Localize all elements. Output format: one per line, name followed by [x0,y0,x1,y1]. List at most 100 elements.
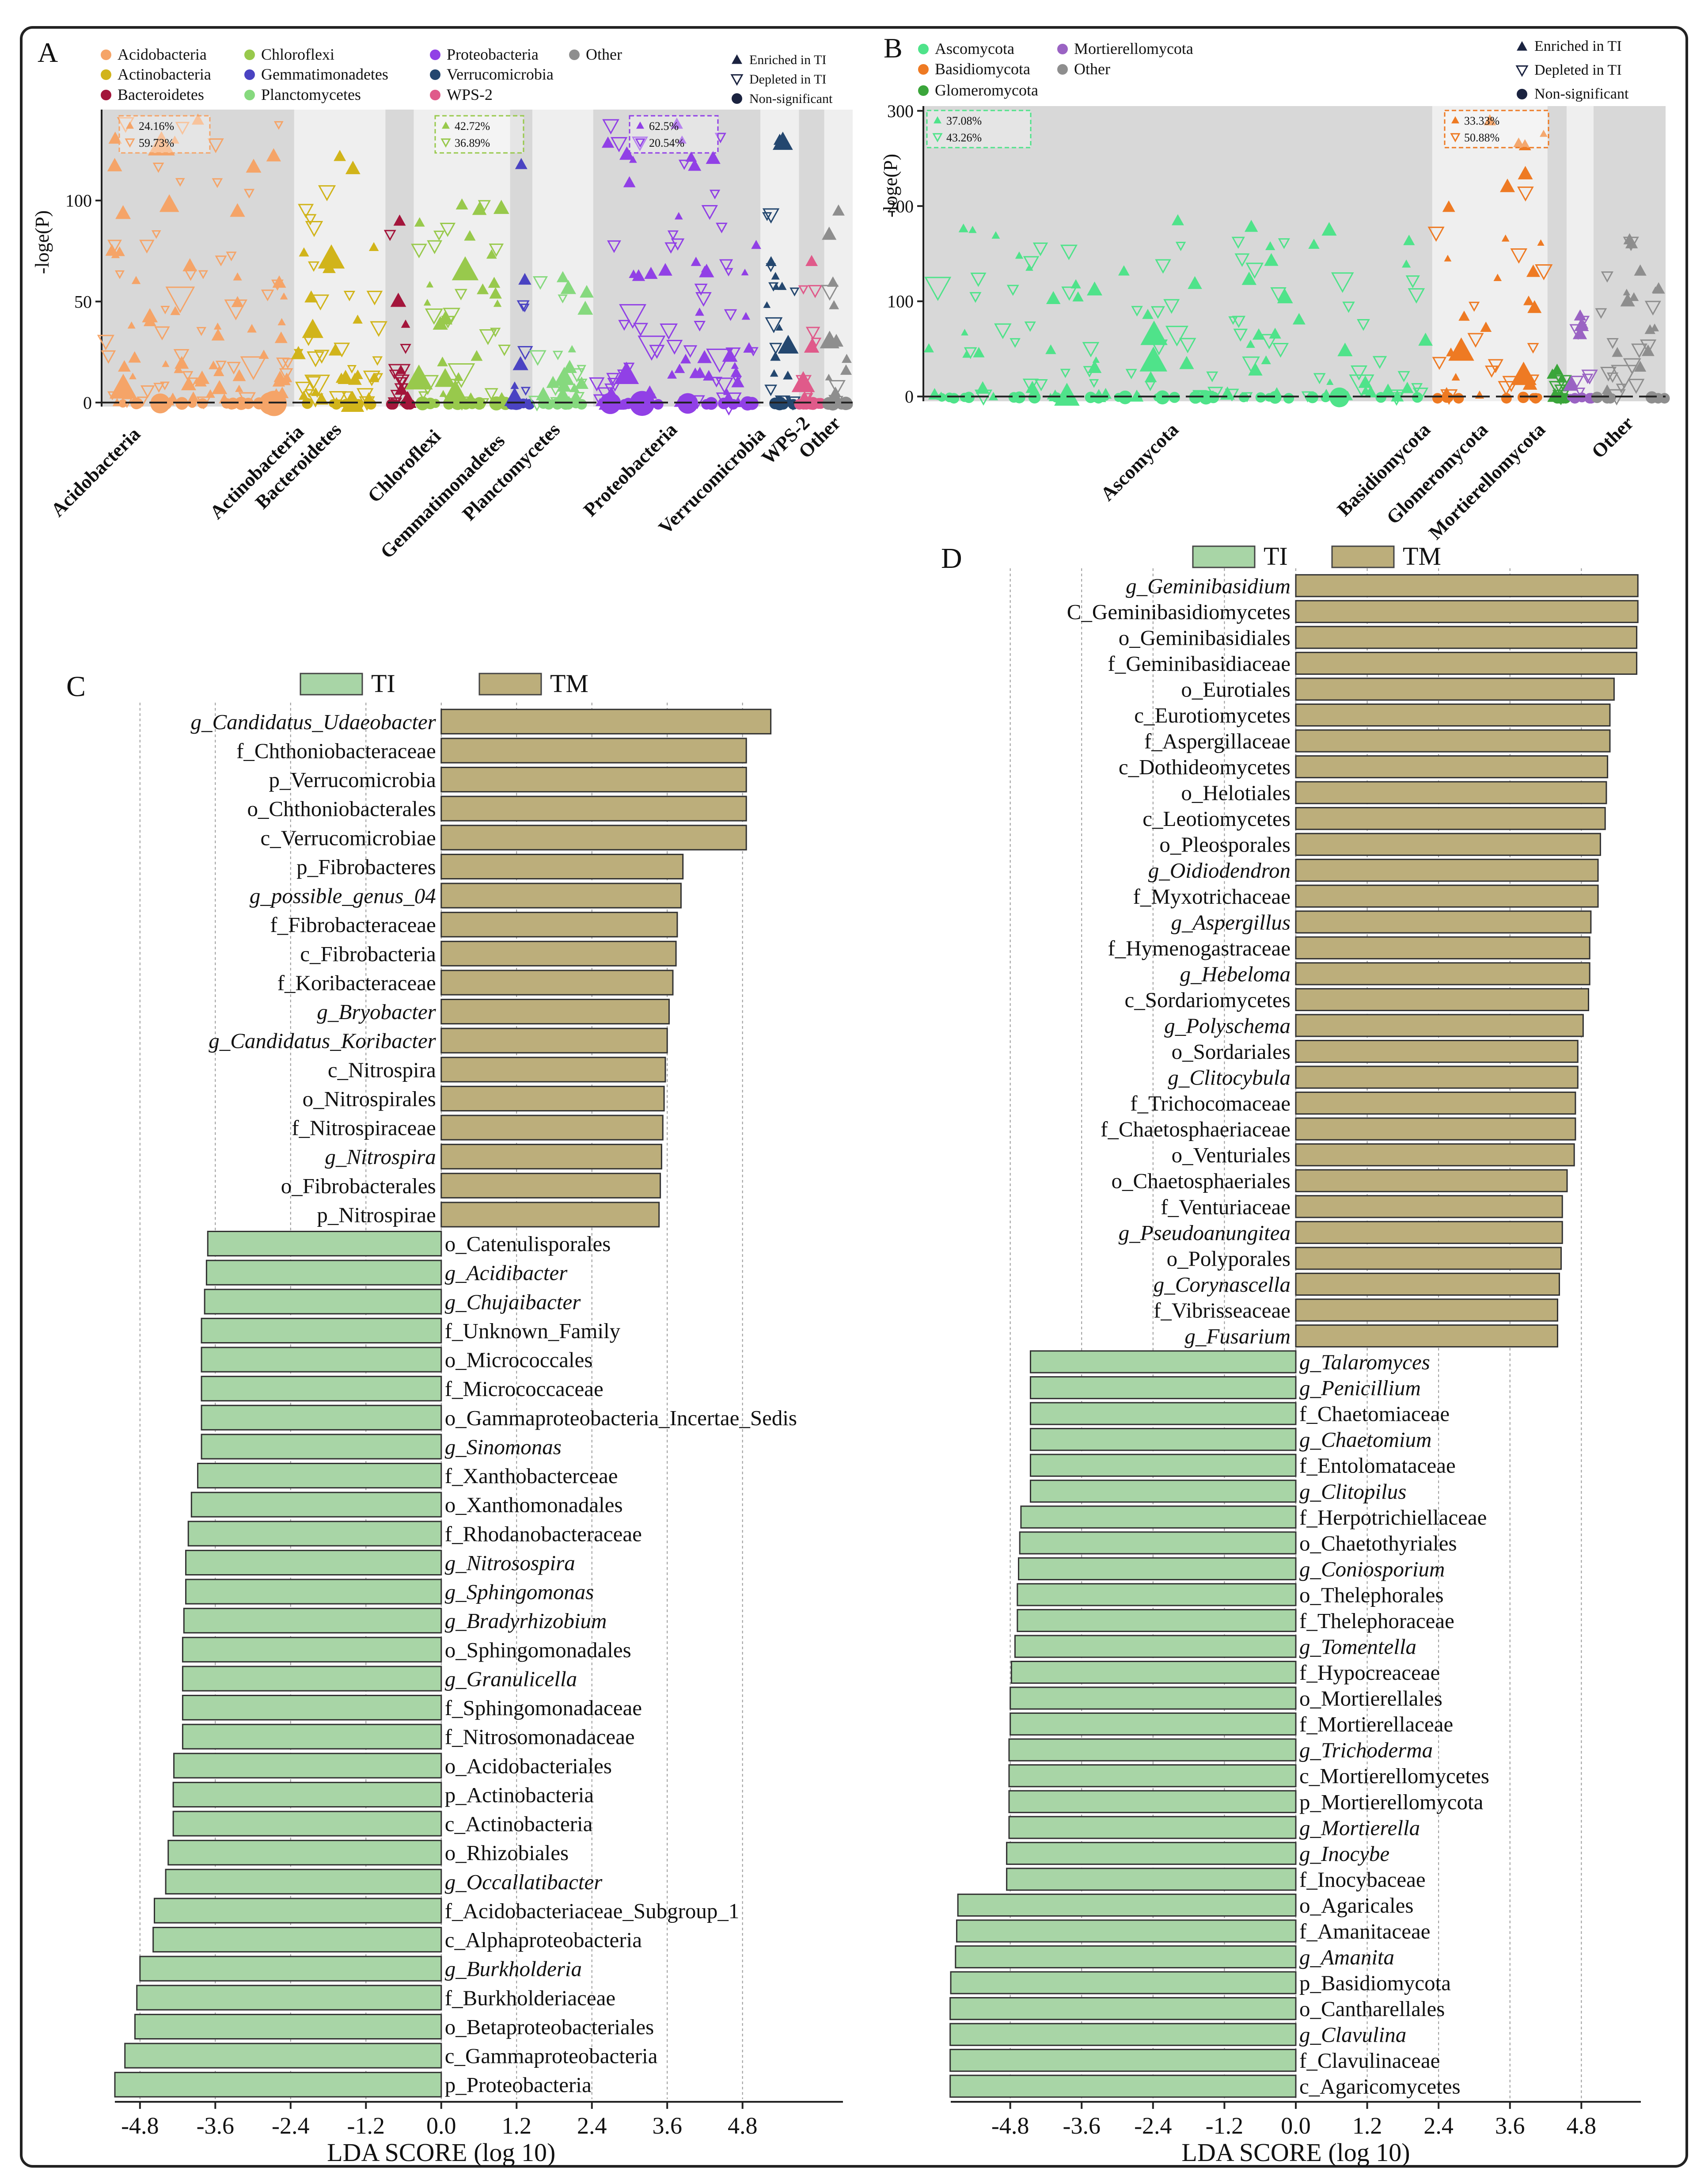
depleted-point [411,244,427,259]
depleted-point [638,335,666,361]
shape-legend-enriched-in-ti: Enriched in TI [732,53,826,67]
depleted-point [366,290,383,305]
depleted-point [701,205,718,220]
enriched-point [568,345,576,353]
enriched-point [170,306,180,315]
group-label-acidobacteria: Acidobacteria [47,423,144,521]
depleted-point [1570,376,1584,388]
enriched-point [118,360,131,372]
legend-label: WPS-2 [447,86,493,103]
depleted-point [1231,236,1245,249]
bar-label-g-possible-genus-04: g_possible_genus_04 [250,884,436,908]
depleted-point [418,391,429,400]
bar-label-c-dothideomycetes: c_Dothideomycetes [1119,755,1290,779]
enriched-point [923,343,934,353]
depleted-point [970,272,987,287]
depleted-point [1144,381,1156,392]
bar-label-g-clitopilus: g_Clitopilus [1299,1479,1406,1503]
bar-label-g-sinomonas: g_Sinomonas [445,1434,562,1459]
nonsig-point [1453,393,1464,404]
bar-c-alphaproteobacteria [152,1927,442,1953]
depleted-point [196,327,207,336]
enriched-point [1493,274,1502,281]
enriched-point [368,242,379,251]
depleted-point [240,356,267,380]
enriched-point [1321,222,1337,236]
bar-label-g-chujaibacter: g_Chujaibacter [445,1290,581,1314]
enriched-point [973,347,985,358]
depleted-point [298,204,314,218]
x-tick-label: -1.2 [1206,2112,1243,2139]
depleted-point [261,289,274,301]
bar-o-micrococcales [201,1347,442,1373]
depleted-point [1554,384,1566,396]
enriched-point [1245,220,1258,232]
legend-swatch [918,64,929,75]
bar-label-o-chaetosphaeriales: o_Chaetosphaeriales [1112,1169,1290,1193]
percent-box-enriched-icon [636,122,644,129]
nonsig-point [822,399,833,410]
depleted-point [273,121,284,130]
enriched-point [820,331,839,349]
max-point [1484,114,1496,126]
bar-f-inocybaceae [1006,1868,1297,1891]
bar-label-p-nitrospirae: p_Nitrospirae [317,1202,436,1227]
enriched-point [1048,389,1062,401]
nonsig-point [118,399,127,408]
depleted-point [828,380,846,396]
depleted-point [1032,242,1048,256]
legend-label: Acidobacteria [118,46,207,63]
max-point [1574,309,1587,321]
bar-p-verrucomicrobia [440,767,747,793]
bar-label-g-candidatus-koribacter: g_Candidatus_Koribacter [209,1029,436,1053]
depleted-point [1260,334,1278,350]
enriched-point [1342,391,1353,400]
bar-f-micrococcaceae [201,1376,442,1402]
bar-label-o-betaproteobacteriales: o_Betaproteobacteriales [445,2015,654,2039]
bar-label-f-nitrosomonadaceae: f_Nitrosomonadaceae [445,1725,635,1749]
nonsig-point [237,399,248,410]
enriched-point [1444,255,1452,262]
depleted-point [388,364,411,384]
bar-g-sphingomonas [185,1579,442,1605]
enriched-point [439,390,447,397]
percent-box-depleted-icon [1450,133,1461,143]
depleted-point [1313,373,1326,384]
bar-o-geminibasidiales [1295,626,1638,649]
depleted-point [1175,242,1186,251]
bar-label-o-eurotiales: o_Eurotiales [1181,677,1290,701]
bar-label-o-sphingomonadales: o_Sphingomonadales [445,1638,631,1662]
max-point [515,158,528,169]
depleted-point [479,329,497,345]
depleted-point [789,287,800,297]
bar-label-f-hymenogastraceae: f_Hymenogastraceae [1108,936,1290,960]
enriched-point [486,249,497,259]
bar-label-f-burkholderiaceae: f_Burkholderiaceae [445,1986,615,2010]
nonsig-point [701,399,712,410]
enriched-point [443,380,468,402]
depleted-point [454,289,467,301]
depleted-point [1427,226,1445,242]
legend-label: Ascomycota [935,40,1014,57]
enriched-point [510,381,519,389]
bar-o-fibrobacterales [440,1172,661,1199]
depleted-point [1510,248,1528,264]
bar-g-candidatus-koribacter [440,1027,668,1054]
legend-swatch [101,69,111,80]
bar-c-eurotiomycetes [1295,703,1611,727]
depleted-point [1131,306,1143,317]
panel-b-plot: 0 100 200 300 37.08% 43.26% 33.33% 50.88% Ascomy… [887,101,1670,544]
depleted-point [1601,271,1613,283]
enriched-point [840,364,852,375]
panel-b: B -loge(P) Ascomycota Mortierellomycota Ba… [880,32,1670,544]
bar-g-geminibasidium [1295,574,1639,597]
depleted-point [478,200,491,212]
bar-label-c-fibrobacteria: c_Fibrobacteria [300,942,436,966]
bar-o-helotiales [1295,781,1607,804]
bar-label-f-clavulinaceae: f_Clavulinaceae [1299,2048,1440,2073]
enriched-point [577,301,593,315]
percent-box-frame [926,110,1032,148]
enriched-point [266,148,281,162]
bar-label-f-thelephoraceae: f_Thelephoraceae [1299,1609,1454,1633]
enriched-point [1292,313,1306,325]
